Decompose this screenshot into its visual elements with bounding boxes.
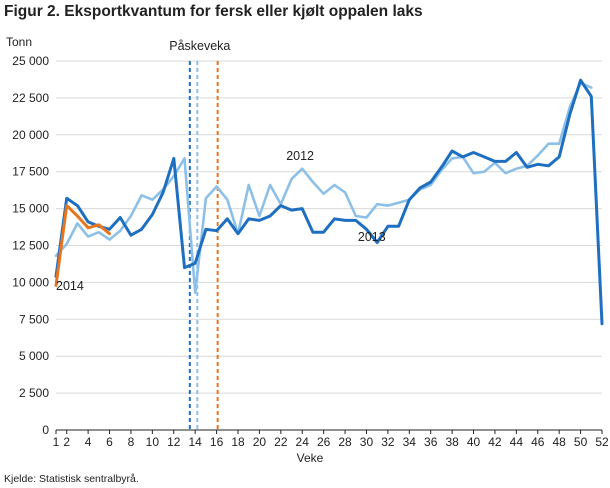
y-tick-label: 20 000	[12, 128, 49, 142]
source-note: Kjelde: Statistisk sentralbyrå.	[4, 473, 139, 485]
y-tick-label: 17 500	[12, 165, 49, 179]
y-tick-label: 0	[42, 423, 49, 437]
x-tick-label: 18	[231, 435, 245, 449]
series-line-2014	[54, 204, 111, 287]
x-tick-label: 14	[188, 435, 202, 449]
x-tick-label: 6	[106, 435, 113, 449]
figure-title: Figur 2. Eksportkvantum for fersk eller …	[4, 3, 423, 20]
x-tick-label: 24	[296, 435, 310, 449]
series-line-2012	[54, 81, 593, 295]
x-tick-label: 1	[53, 435, 60, 449]
y-tick-label: 25 000	[12, 54, 49, 68]
series-label-2013: 2013	[358, 230, 386, 244]
y-tick-label: 7 500	[19, 312, 49, 326]
x-tick-label: 46	[531, 435, 545, 449]
x-tick-label: 38	[445, 435, 459, 449]
x-axis-label: Veke	[297, 451, 324, 465]
event-markers	[188, 61, 219, 430]
x-tick-label: 22	[274, 435, 288, 449]
x-tick-label: 20	[253, 435, 267, 449]
x-tick-label: 36	[424, 435, 438, 449]
y-tick-label: 12 500	[12, 239, 49, 253]
x-tick-label: 44	[510, 435, 524, 449]
line-chart: 0 2 500 5 000 7 500 10 000 12 500 15 000 17 500…	[6, 35, 609, 465]
y-tick-label: 10 000	[12, 275, 49, 289]
series-label-2014: 2014	[56, 279, 84, 293]
y-tick-label: 15 000	[12, 202, 49, 216]
marker-label-paskeveka: Påskeveka	[169, 39, 230, 53]
x-tick-label: 8	[128, 435, 135, 449]
x-tick-label: 40	[467, 435, 481, 449]
x-tick-label: 48	[552, 435, 566, 449]
series-annotations: 2012 2013 2014	[56, 149, 386, 293]
y-tick-label: 5 000	[19, 349, 49, 363]
x-tick-label: 26	[317, 435, 331, 449]
x-tick-label: 10	[146, 435, 160, 449]
x-tick-label: 42	[488, 435, 502, 449]
x-tick-label: 28	[338, 435, 352, 449]
axes: 0 2 500 5 000 7 500 10 000 12 500 15 000 17 500…	[12, 54, 609, 449]
x-tick-label: 52	[595, 435, 609, 449]
x-tick-label: 16	[210, 435, 224, 449]
x-tick-label: 2	[63, 435, 70, 449]
x-tick-label: 4	[85, 435, 92, 449]
y-tick-label: 2 500	[19, 386, 49, 400]
series-label-2012: 2012	[286, 149, 314, 163]
y-tick-label: 22 500	[12, 91, 49, 105]
y-axis-label: Tonn	[6, 35, 32, 49]
x-tick-label: 50	[574, 435, 588, 449]
x-tick-label: 30	[360, 435, 374, 449]
series-line-2013	[54, 78, 604, 326]
x-tick-label: 12	[167, 435, 181, 449]
x-tick-label: 34	[403, 435, 417, 449]
data-series	[54, 78, 604, 326]
x-tick-label: 32	[381, 435, 395, 449]
